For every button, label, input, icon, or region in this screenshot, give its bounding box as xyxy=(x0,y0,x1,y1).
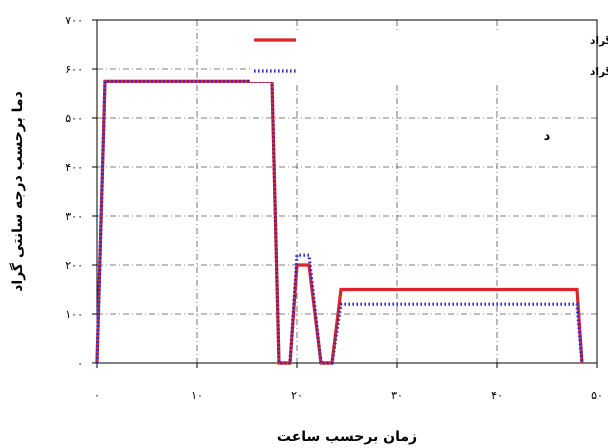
series-line-blue xyxy=(95,79,584,365)
x-tick-label: ۱۰ xyxy=(191,389,203,402)
x-tick-label: ۳۰ xyxy=(391,389,403,402)
legend-entry-blue: پیرسازی= مرحله اول۲۲۰ و مرحله دوم۱۲۰ درج… xyxy=(590,65,608,78)
y-tick-label: ۲۰۰ xyxy=(65,259,83,272)
series-lines xyxy=(95,79,584,365)
legend-background xyxy=(250,30,595,82)
panel-annotation: د xyxy=(544,129,551,144)
y-tick-label: ۷۰۰ xyxy=(65,14,83,27)
y-tick-label: ۵۰۰ xyxy=(65,112,83,125)
axis-ticks: ۰ ۱۰۰ ۲۰۰ ۳۰۰ ۴۰۰ ۵۰۰ ۶۰۰ ۷۰۰ ۰ ۱۰ ۲۰ ۳۰ ۴۰ ۵۰ xyxy=(65,14,603,402)
x-tick-label: ۵۰ xyxy=(591,389,603,402)
y-tick-label: ۳۰۰ xyxy=(65,210,83,223)
x-tick-label: ۲۰ xyxy=(291,389,303,402)
legend-entry-red: پیرسازی= مرحله اول۲۰۰ و مرحله دوم۱۵۰ درج… xyxy=(590,34,608,47)
y-axis-title: دما برحسب درجه سانتی گراد xyxy=(9,91,26,292)
plot-area xyxy=(96,19,598,364)
x-tick-label: ۴۰ xyxy=(491,389,503,402)
x-axis-title: زمان برحسب ساعت xyxy=(277,429,417,445)
y-tick-label: ۴۰۰ xyxy=(65,161,83,174)
x-tick-label: ۰ xyxy=(94,389,100,402)
legend: پیرسازی= مرحله اول۲۰۰ و مرحله دوم۱۵۰ درج… xyxy=(250,30,608,82)
series-line-red xyxy=(95,79,584,365)
y-tick-label: ۰ xyxy=(77,357,83,370)
y-tick-label: ۶۰۰ xyxy=(65,63,83,76)
y-tick-label: ۱۰۰ xyxy=(65,308,83,321)
